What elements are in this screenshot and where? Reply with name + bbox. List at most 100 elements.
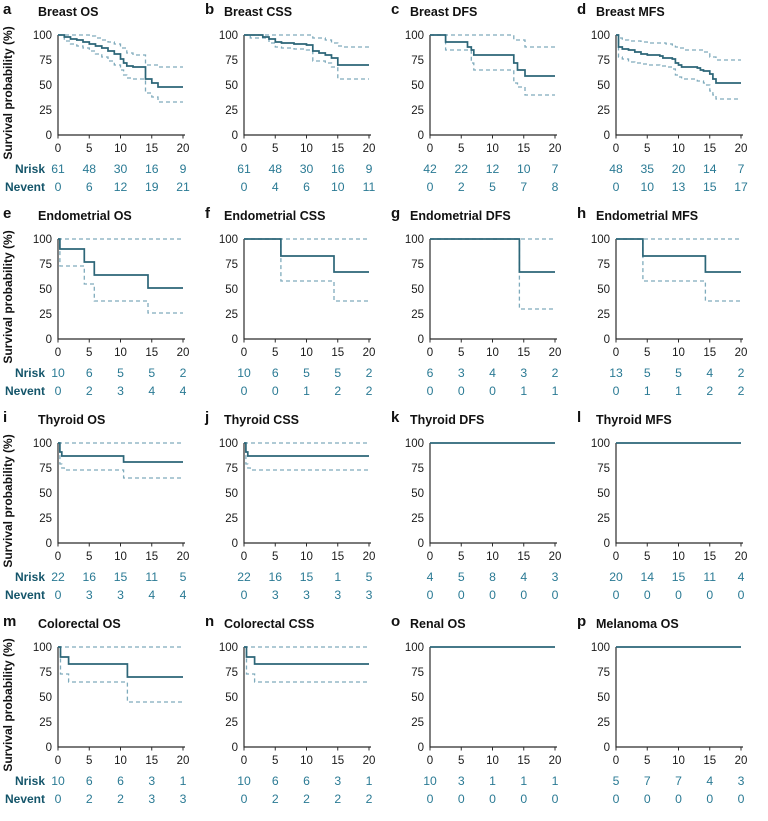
x-tick-label: 10 (672, 755, 685, 767)
panel-letter: h (577, 205, 587, 222)
x-tick-label: 15 (145, 143, 158, 155)
nevent-value: 2 (86, 384, 93, 398)
x-tick-label: 15 (145, 551, 158, 563)
y-tick-label: 75 (411, 259, 424, 271)
nevent-value: 1 (520, 384, 527, 398)
nrisk-value: 42 (423, 162, 437, 176)
nevent-value: 0 (241, 588, 248, 602)
x-tick-label: 20 (363, 755, 376, 767)
x-tick-label: 15 (517, 755, 530, 767)
nevent-value: 2 (334, 384, 341, 398)
km-plot-d: 0 25 50 75 100 0 5 10 15 20 48 0 35 10 20 13 14 15 7 17 (591, 30, 748, 194)
y-axis-label: Survival probability (%) (1, 434, 15, 567)
x-tick-label: 15 (517, 551, 530, 563)
nevent-value: 4 (180, 384, 187, 398)
x-tick-label: 20 (549, 551, 562, 563)
y-tick-label: 25 (597, 309, 610, 321)
axis-lines (57, 443, 185, 544)
y-tick-label: 50 (225, 692, 238, 704)
y-tick-label: 75 (39, 55, 52, 67)
y-tick-label: 50 (39, 80, 52, 92)
y-tick-label: 0 (46, 334, 52, 346)
y-tick-label: 0 (604, 334, 610, 346)
y-tick-label: 25 (225, 717, 238, 729)
nrisk-value: 10 (237, 774, 251, 788)
panel-p: p Melanoma OS 0 25 50 75 100 0 5 10 15 20 5 0 7 0 7 0 4 0 3 0 (570, 613, 752, 813)
nevent-value: 0 (552, 588, 559, 602)
y-tick-label: 100 (33, 30, 52, 42)
nevent-row-label: Nevent (5, 792, 45, 806)
nevent-value: 0 (644, 792, 651, 806)
y-tick-label: 50 (225, 284, 238, 296)
panel-header: m Colorectal OS (0, 613, 194, 635)
nevent-value: 4 (148, 384, 155, 398)
nevent-value: 3 (86, 588, 93, 602)
panel-title: Endometrial DFS (410, 209, 511, 223)
y-tick-label: 25 (39, 717, 52, 729)
nrisk-value: 10 (423, 774, 437, 788)
nrisk-value: 3 (458, 366, 465, 380)
nrisk-value: 7 (552, 162, 559, 176)
panel-title: Breast MFS (596, 5, 665, 19)
survival-curve (430, 238, 555, 273)
nrisk-value: 3 (552, 570, 559, 584)
y-tick-label: 75 (225, 259, 238, 271)
panel-d: d Breast MFS 0 25 50 75 100 0 5 10 15 20 48 0 35 10 20 13… (570, 1, 752, 201)
nevent-value: 1 (303, 384, 310, 398)
panel-a: a Breast OS 0 25 50 75 100 0 5 10 15 20 61 0 48 6 30 12 16… (0, 1, 194, 201)
axis-lines (57, 647, 185, 748)
y-tick-label: 75 (225, 463, 238, 475)
panel-title: Thyroid CSS (224, 413, 300, 427)
nrisk-value: 20 (672, 162, 686, 176)
lower-ci-curve (58, 34, 183, 103)
nevent-value: 0 (55, 792, 62, 806)
nrisk-value: 15 (672, 570, 686, 584)
x-tick-label: 20 (177, 347, 190, 359)
survival-curve (616, 238, 741, 273)
nrisk-value: 5 (675, 366, 682, 380)
y-tick-label: 50 (411, 488, 424, 500)
nrisk-value: 48 (268, 162, 282, 176)
nrisk-value: 5 (180, 570, 187, 584)
nevent-value: 3 (366, 588, 373, 602)
nevent-value: 0 (55, 588, 62, 602)
x-tick-label: 0 (427, 143, 433, 155)
nevent-value: 2 (334, 792, 341, 806)
nrisk-value: 5 (644, 366, 651, 380)
x-tick-label: 10 (300, 143, 313, 155)
x-tick-label: 10 (486, 551, 499, 563)
nrisk-row-label: Nrisk (15, 570, 45, 584)
nrisk-value: 1 (334, 570, 341, 584)
nevent-value: 0 (520, 588, 527, 602)
panel-letter: a (3, 1, 12, 18)
axis-lines (429, 35, 557, 136)
x-tick-label: 5 (86, 551, 92, 563)
y-tick-label: 75 (225, 667, 238, 679)
y-tick-label: 75 (39, 259, 52, 271)
nevent-value: 0 (613, 180, 620, 194)
nrisk-value: 3 (334, 774, 341, 788)
nevent-value: 3 (303, 588, 310, 602)
survival-curve (244, 238, 369, 273)
x-tick-label: 10 (300, 551, 313, 563)
lower-ci-curve (430, 34, 555, 96)
lower-ci-curve (616, 238, 741, 302)
axis-lines (57, 35, 185, 136)
x-tick-label: 10 (486, 143, 499, 155)
nevent-value: 0 (552, 792, 559, 806)
y-tick-label: 25 (39, 309, 52, 321)
x-tick-label: 20 (735, 551, 748, 563)
y-tick-label: 0 (604, 538, 610, 550)
nrisk-value: 11 (145, 570, 158, 584)
upper-ci-curve (58, 34, 183, 68)
panel-title: Thyroid MFS (596, 413, 672, 427)
nevent-value: 3 (180, 792, 187, 806)
nrisk-value: 22 (237, 570, 251, 584)
axis-lines (243, 239, 371, 340)
upper-ci-curve (244, 34, 369, 48)
